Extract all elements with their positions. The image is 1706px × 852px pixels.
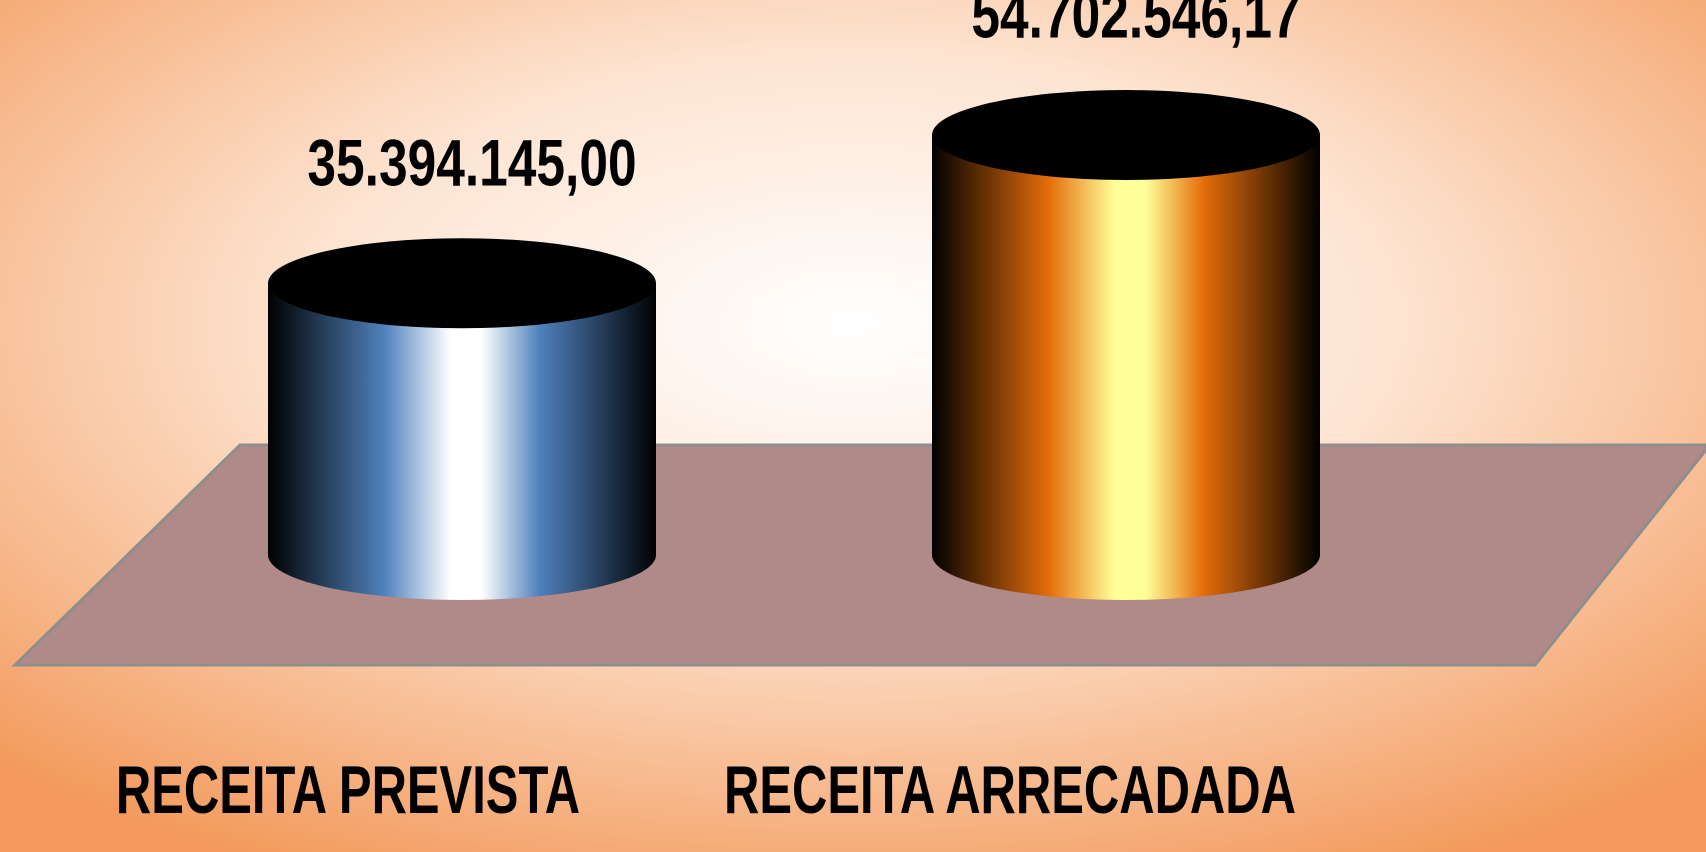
data-label: 54.702.546,17 — [971, 0, 1300, 52]
bar — [932, 135, 1320, 600]
bar-top — [932, 90, 1320, 180]
bar — [268, 283, 656, 600]
bar-top — [268, 238, 656, 329]
x-tick-label: RECEITA ARRECADADA — [724, 751, 1296, 828]
x-tick-label: RECEITA PREVISTA — [116, 751, 580, 828]
data-label: 35.394.145,00 — [307, 125, 636, 200]
